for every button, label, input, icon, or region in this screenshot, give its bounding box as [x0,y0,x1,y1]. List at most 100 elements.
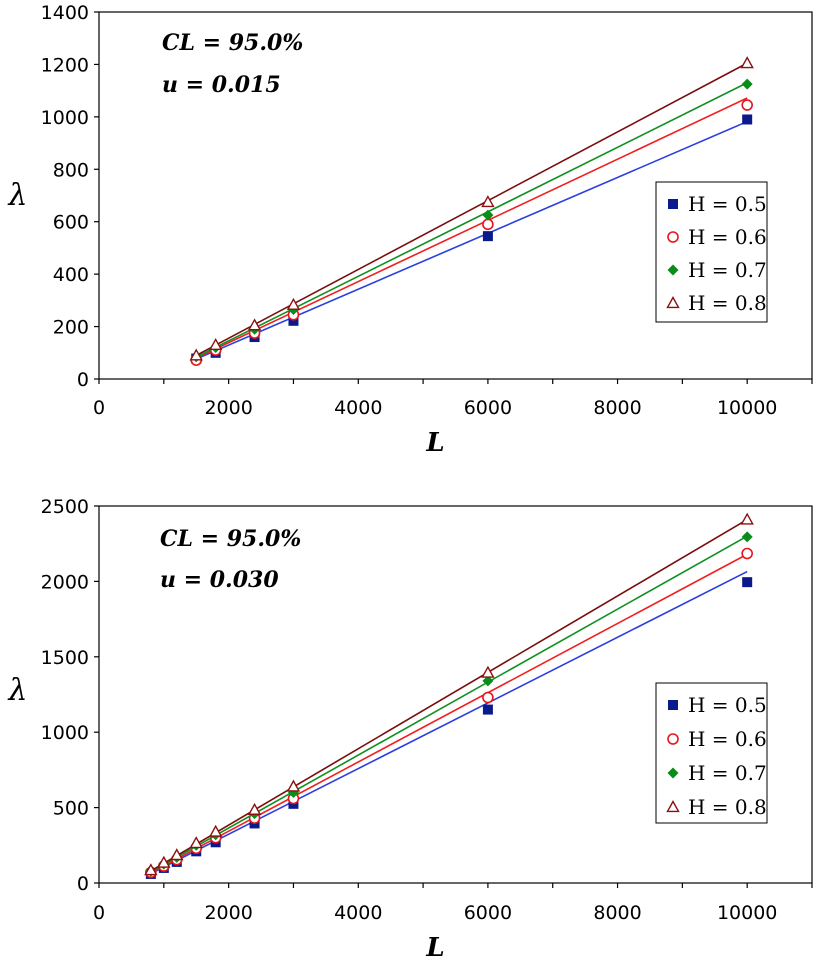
x-tick-label: 4000 [334,397,382,419]
annotation-confidence-level: CL = 95.0% [162,30,303,56]
legend-label: H = 0.6 [688,727,767,751]
data-point [482,209,494,221]
annotation-u-value: u = 0.030 [160,567,279,593]
annotation-u-value: u = 0.015 [162,72,281,98]
legend-item: H = 0.7 [667,761,767,785]
data-point [482,218,494,231]
series-4 [189,56,754,361]
y-tick-label: 400 [53,264,89,286]
fit-line [195,82,748,358]
x-tick-label: 2000 [204,902,252,924]
legend-marker [667,767,679,779]
x-tick-label: 0 [93,902,105,924]
fit-line [195,120,748,360]
legend-label: H = 0.6 [688,225,767,249]
x-tick-label: 2000 [204,397,252,419]
legend-marker [668,700,678,710]
data-point [208,824,223,837]
legend-marker [666,296,680,309]
y-tick-label: 800 [53,159,89,181]
y-axis-title: λ [7,673,27,708]
plot-frame [98,505,813,884]
fit-line [150,535,748,873]
y-tick-label: 1200 [41,54,89,76]
legend-marker [668,199,678,209]
annotation-confidence-level: CL = 95.0% [160,526,301,552]
data-point [170,848,184,861]
y-tick-label: 0 [77,369,89,391]
y-tick-label: 600 [53,212,89,234]
data-point [286,779,301,792]
x-tick-label: 10000 [717,902,777,924]
data-point [742,577,753,588]
legend-marker [667,231,679,243]
y-tick-label: 1000 [41,107,89,129]
y-tick-label: 1400 [41,2,89,24]
data-point [247,318,262,331]
plot-frame [98,11,813,380]
legend-item: H = 0.6 [667,727,767,751]
x-axis-title: L [425,428,444,458]
data-point [208,337,223,351]
data-point [189,836,203,849]
data-point [740,56,754,69]
y-tick-label: 2500 [41,496,89,518]
legend-item: H = 0.8 [666,291,767,315]
y-tick-label: 1000 [41,722,89,744]
data-point [482,704,493,715]
legend-label: H = 0.7 [688,761,767,785]
data-point [189,348,203,361]
legend-label: H = 0.5 [688,192,767,216]
chart-panel-1: 0 200 400 600 800 1000 1200 1400 0 2000 4000 6000 80… [7,2,813,458]
fit-line [195,62,748,357]
y-tick-label: 0 [77,873,89,895]
x-tick-label: 0 [93,397,105,419]
x-axis-title: L [425,933,444,962]
data-point [481,665,495,678]
legend-item: H = 0.7 [667,258,767,282]
data-point [481,195,495,208]
y-tick-label: 500 [53,798,89,820]
y-tick-label: 2000 [41,571,89,593]
legend-item: H = 0.8 [666,795,767,819]
legend-marker [666,800,680,813]
data-point [247,802,262,815]
data-point [740,512,754,525]
data-point [482,231,493,242]
legend-label: H = 0.8 [688,291,767,315]
data-point [288,315,299,326]
x-tick-label: 6000 [464,397,512,419]
legend-marker [667,733,679,745]
data-point [741,99,753,111]
y-axis-title: λ [7,178,27,213]
data-point [286,297,301,310]
data-point [741,78,753,90]
series-4 [144,512,754,876]
data-point [482,675,494,687]
legend: H = 0.5 H = 0.6 H = 0.7 H = 0.8 [655,682,768,824]
data-point [144,863,158,876]
x-tick-label: 4000 [334,902,382,924]
legend-item: H = 0.5 [668,693,767,717]
legend-label: H = 0.5 [688,693,767,717]
data-point [482,691,494,704]
y-tick-label: 200 [53,317,89,339]
x-tick-label: 8000 [593,902,641,924]
legend-item: H = 0.5 [668,192,767,216]
legend-label: H = 0.7 [688,258,767,282]
legend: H = 0.5 H = 0.6 H = 0.7 H = 0.8 [655,181,768,323]
legend-marker [667,264,679,276]
legend-label: H = 0.8 [688,795,767,819]
x-tick-label: 8000 [593,397,641,419]
chart-panel-2: 0 500 1000 1500 2000 2500 0 2000 4000 6000 8000 100… [7,496,813,963]
data-point [741,547,753,560]
data-point [741,531,753,543]
legend-item: H = 0.6 [667,225,767,249]
y-tick-label: 1500 [41,647,89,669]
data-point [742,114,753,125]
data-point [157,855,171,868]
x-tick-label: 10000 [717,397,777,419]
x-tick-label: 6000 [464,902,512,924]
